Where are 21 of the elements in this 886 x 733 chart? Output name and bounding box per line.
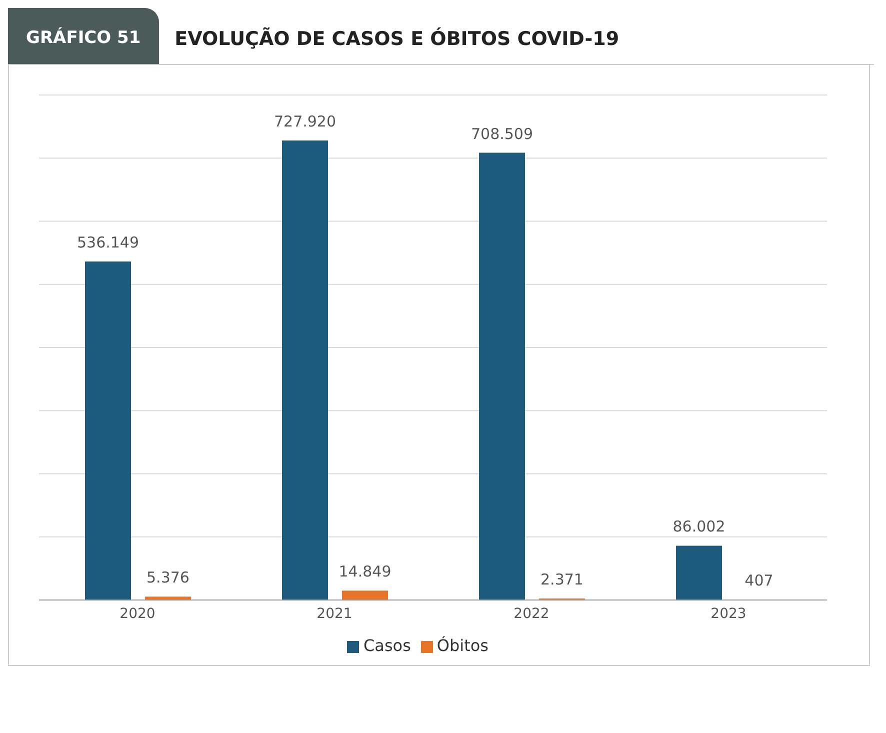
- x-tick-label: 2020: [120, 606, 156, 622]
- chart-title: EVOLUÇÃO DE CASOS E ÓBITOS COVID-19: [174, 26, 620, 52]
- data-label: 727.920: [274, 112, 336, 130]
- legend-label: Óbitos: [436, 636, 489, 655]
- legend-label: Casos: [363, 636, 411, 655]
- data-label: 14.849: [338, 562, 392, 581]
- bar: [282, 140, 328, 600]
- data-label: 407: [744, 572, 774, 590]
- data-label: 86.002: [672, 518, 726, 536]
- data-label: 2.371: [540, 570, 584, 589]
- bar: [85, 262, 131, 600]
- x-tick-label: 2023: [710, 606, 746, 622]
- data-label: 5.376: [146, 568, 190, 587]
- data-label: 708.509: [470, 124, 534, 143]
- data-label: 536.149: [76, 234, 140, 252]
- x-tick-label: 2022: [514, 606, 550, 622]
- text: GRÁFICO 51: [8, 8, 159, 64]
- bar: [342, 590, 388, 600]
- x-tick-label: 2021: [316, 606, 352, 622]
- bar: [676, 546, 722, 600]
- bar: [479, 152, 525, 600]
